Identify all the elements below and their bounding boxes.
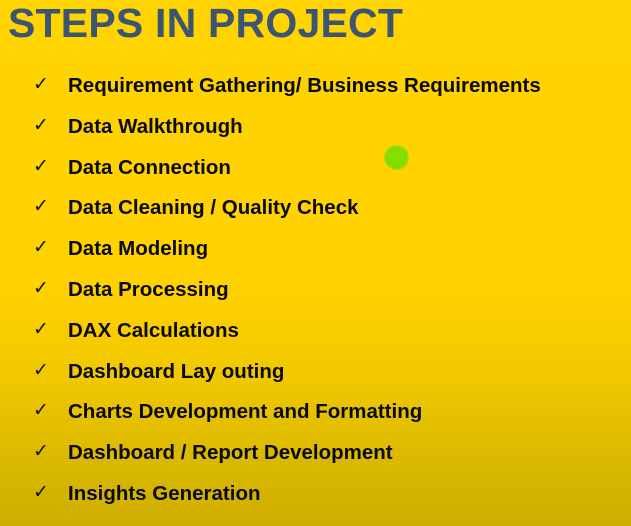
step-label: Charts Development and Formatting: [68, 400, 423, 424]
check-icon: ✓: [33, 317, 49, 340]
page-title: STEPS IN PROJECT: [8, 0, 404, 46]
check-icon: ✓: [33, 358, 49, 381]
check-icon: ✓: [33, 195, 49, 218]
step-label: Data Modeling: [68, 237, 209, 261]
step-label: Insights Generation: [68, 481, 261, 505]
step-label: Data Processing: [68, 277, 229, 301]
list-item: ✓ Data Modeling: [0, 230, 631, 271]
step-label: Requirement Gathering/ Business Requirem…: [68, 74, 541, 97]
step-label: Dashboard / Report Development: [68, 441, 393, 465]
laser-pointer-icon: [384, 145, 409, 170]
check-icon: ✓: [33, 236, 49, 259]
list-item: ✓ Data Cleaning / Quality Check: [0, 189, 631, 230]
step-label: Dashboard Lay outing: [68, 359, 285, 383]
list-item: ✓ Data Processing: [0, 271, 631, 312]
check-icon: ✓: [33, 276, 49, 299]
list-item: ✓ Dashboard / Report Development: [0, 434, 631, 475]
list-item: ✓ Charts Development and Formatting: [0, 393, 631, 434]
step-label: Data Cleaning / Quality Check: [68, 196, 359, 220]
check-icon: ✓: [33, 480, 49, 503]
check-icon: ✓: [33, 73, 49, 95]
list-item: ✓ Data Walkthrough: [0, 108, 631, 149]
check-icon: ✓: [33, 154, 49, 177]
list-item: ✓ Insights Generation: [0, 475, 631, 516]
list-item: ✓ DAX Calculations: [0, 312, 631, 353]
list-item: ✓ Requirement Gathering/ Business Requir…: [0, 67, 631, 108]
step-label: DAX Calculations: [68, 318, 239, 342]
step-label: Data Connection: [68, 155, 231, 179]
step-label: Data Walkthrough: [68, 114, 243, 138]
check-icon: ✓: [33, 440, 49, 463]
list-item: ✓ Data Connection: [0, 149, 631, 190]
check-icon: ✓: [33, 399, 49, 422]
steps-list: ✓ Requirement Gathering/ Business Requir…: [0, 67, 631, 516]
list-item: ✓ Dashboard Lay outing: [0, 353, 631, 394]
check-icon: ✓: [33, 113, 49, 136]
